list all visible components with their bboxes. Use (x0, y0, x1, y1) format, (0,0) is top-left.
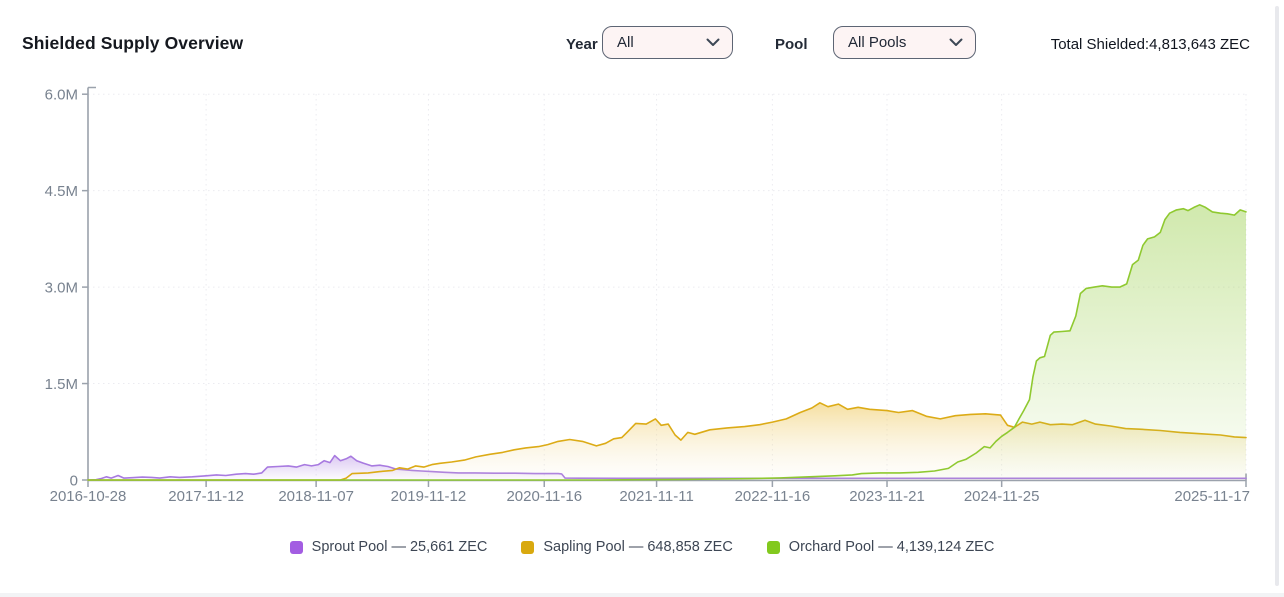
svg-text:4.5M: 4.5M (45, 183, 78, 200)
legend-label-sapling: Sapling Pool — 648,858 ZEC (543, 539, 733, 555)
svg-text:0: 0 (70, 473, 78, 490)
page-bottom-edge (0, 593, 1284, 597)
svg-text:2017-11-12: 2017-11-12 (168, 488, 244, 505)
pool-select[interactable]: All Pools (833, 26, 976, 59)
legend-label-orchard: Orchard Pool — 4,139,124 ZEC (788, 539, 995, 555)
pool-label: Pool (775, 36, 808, 53)
chart-legend: Sprout Pool — 25,661 ZEC Sapling Pool — … (0, 539, 1284, 555)
svg-text:2024-11-25: 2024-11-25 (964, 488, 1040, 505)
sapling-swatch-icon (521, 540, 535, 554)
legend-item-sprout[interactable]: Sprout Pool — 25,661 ZEC (289, 539, 488, 555)
svg-text:2020-11-16: 2020-11-16 (506, 488, 582, 505)
page-title: Shielded Supply Overview (22, 33, 244, 53)
chevron-down-icon (941, 34, 963, 52)
total-shielded: Total Shielded:4,813,643 ZEC (1051, 36, 1250, 53)
year-select-value: All (617, 34, 634, 51)
svg-text:2019-11-12: 2019-11-12 (391, 488, 467, 505)
svg-text:2025-11-17: 2025-11-17 (1174, 488, 1250, 505)
svg-text:2018-11-07: 2018-11-07 (278, 488, 354, 505)
svg-text:2016-10-28: 2016-10-28 (50, 488, 127, 505)
svg-text:3.0M: 3.0M (45, 280, 78, 297)
svg-text:2021-11-11: 2021-11-11 (619, 488, 694, 505)
svg-text:1.5M: 1.5M (45, 376, 78, 393)
total-shielded-value: 4,813,643 ZEC (1149, 36, 1250, 53)
orchard-swatch-icon (766, 540, 780, 554)
total-shielded-label: Total Shielded: (1050, 36, 1150, 53)
legend-label-sprout: Sprout Pool — 25,661 ZEC (311, 539, 488, 555)
supply-chart[interactable]: 0 1.5M 3.0M 4.5M 6.0M 2016-10-28 2017-11-12 201… (0, 0, 1284, 520)
sprout-swatch-icon (289, 540, 303, 554)
legend-item-sapling[interactable]: Sapling Pool — 648,858 ZEC (521, 539, 733, 555)
svg-text:2023-11-21: 2023-11-21 (849, 488, 925, 505)
supply-area-chart[interactable]: 0 1.5M 3.0M 4.5M 6.0M 2016-10-28 2017-11-12 201… (0, 0, 1284, 520)
year-label: Year (566, 36, 598, 53)
legend-item-orchard[interactable]: Orchard Pool — 4,139,124 ZEC (766, 539, 995, 555)
svg-text:6.0M: 6.0M (45, 87, 78, 104)
scrollbar[interactable] (1275, 6, 1279, 586)
pool-select-value: All Pools (848, 34, 907, 51)
chevron-down-icon (698, 34, 720, 52)
year-select[interactable]: All (602, 26, 733, 59)
svg-text:2022-11-16: 2022-11-16 (735, 488, 811, 505)
